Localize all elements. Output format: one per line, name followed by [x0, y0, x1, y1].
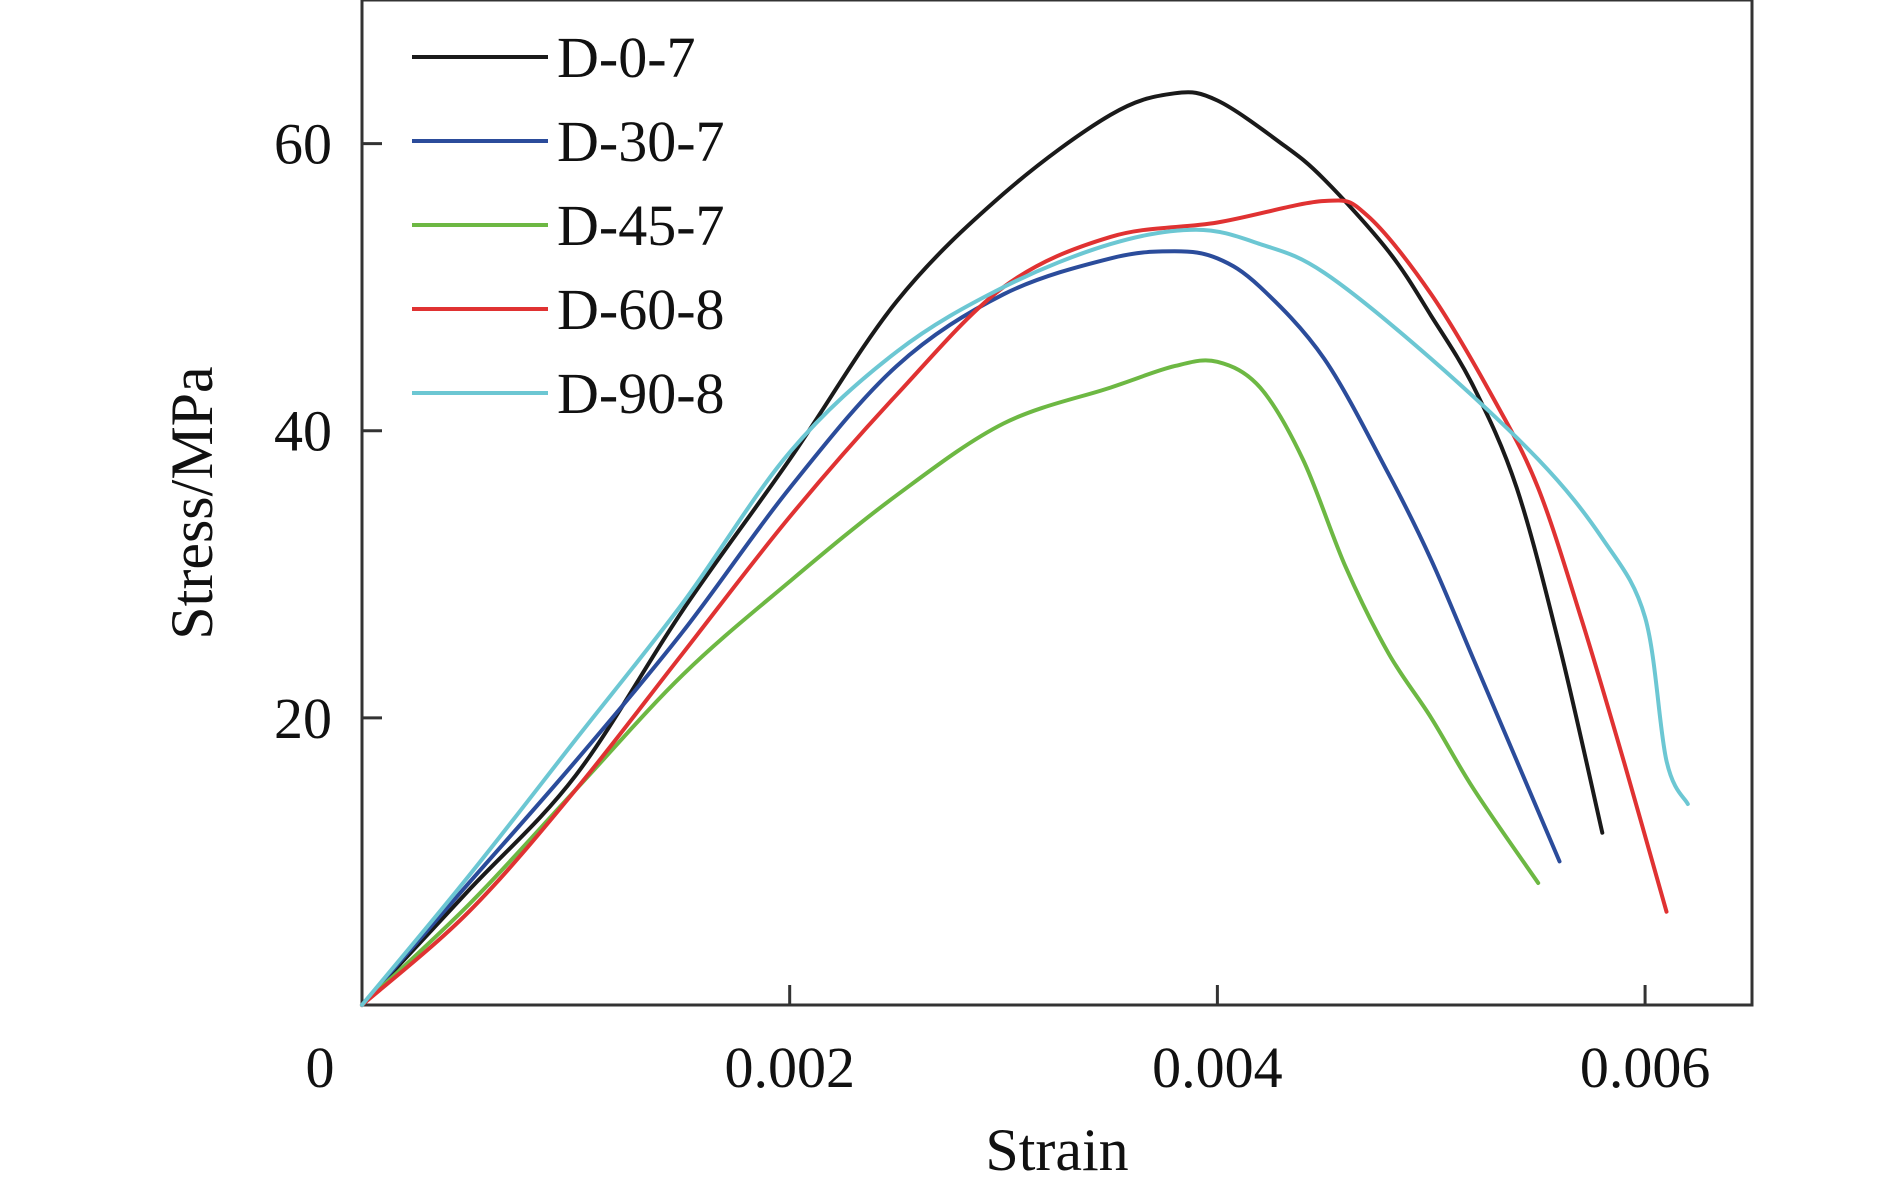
x-axis: 0 0.002 0.004 0.006 — [306, 985, 1711, 1100]
series-line-d-0-7 — [360, 90, 1605, 1007]
y-axis-title: Stress/MPa — [159, 366, 225, 639]
series-lines — [360, 90, 1690, 1007]
legend-label-d-90-8: D-90-8 — [557, 361, 725, 426]
y-tick-label: 40 — [274, 399, 332, 464]
legend-label-d-0-7: D-0-7 — [557, 25, 696, 90]
x-tick-label: 0.002 — [724, 1035, 855, 1100]
series-line-d-90-8 — [360, 227, 1690, 1007]
x-tick-label: 0.004 — [1152, 1035, 1283, 1100]
series-line-d-60-8 — [360, 198, 1669, 1007]
x-tick-label: 0 — [306, 1035, 335, 1100]
series-line-d-30-7 — [360, 249, 1562, 1007]
legend-label-d-30-7: D-30-7 — [557, 109, 725, 174]
legend: D-0-7 D-30-7 D-45-7 D-60-8 D-90-8 — [412, 25, 725, 426]
series-line-d-45-7 — [360, 358, 1541, 1007]
x-axis-title: Strain — [985, 1117, 1128, 1179]
legend-label-d-45-7: D-45-7 — [557, 193, 725, 258]
plot-frame — [360, 0, 1754, 1007]
x-tick-label: 0.006 — [1580, 1035, 1711, 1100]
y-tick-label: 20 — [274, 686, 332, 751]
y-axis: 20 40 60 — [274, 112, 382, 751]
y-tick-label: 60 — [274, 112, 332, 177]
legend-label-d-60-8: D-60-8 — [557, 277, 725, 342]
